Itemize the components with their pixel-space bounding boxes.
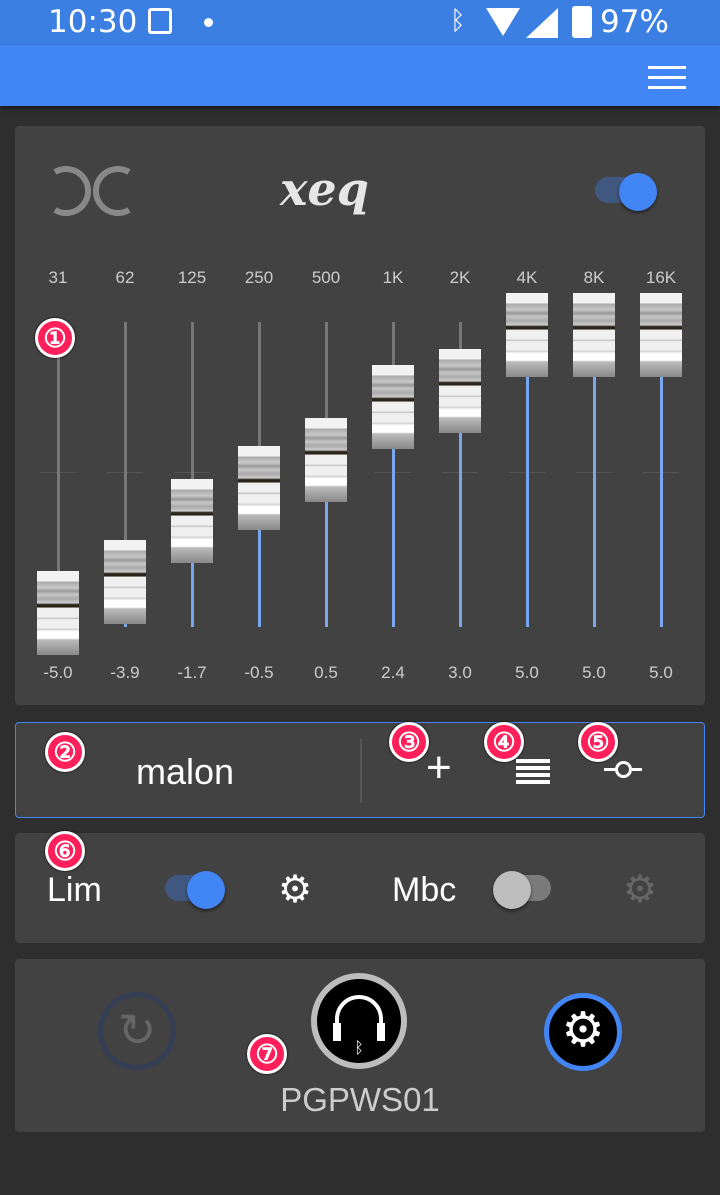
- band-freq-label: 8K: [583, 268, 605, 287]
- slider-track[interactable]: [392, 322, 395, 366]
- annotation-marker: ④: [484, 722, 524, 762]
- status-bar: 10:30 ᛒ 97%: [0, 0, 720, 45]
- add-preset-icon[interactable]: +: [426, 743, 452, 792]
- annotation-marker: ⑥: [45, 831, 85, 871]
- band-gain-value: -0.5: [244, 663, 274, 682]
- preset-list-icon[interactable]: [516, 759, 550, 784]
- wifi-icon: [486, 8, 520, 36]
- annotation-marker: ①: [35, 318, 75, 358]
- band-gain-value: -5.0: [43, 663, 73, 682]
- limiter-settings-icon[interactable]: ⚙: [278, 869, 313, 911]
- slider-track[interactable]: [57, 322, 60, 571]
- dc-logo-icon: [53, 166, 131, 216]
- band-gain-value: 5.0: [582, 663, 606, 682]
- xeq-logo: xeq: [280, 162, 369, 216]
- slider-track-active[interactable]: [392, 449, 395, 627]
- status-time: 10:30: [48, 4, 138, 40]
- app-bar: [0, 45, 720, 106]
- device-settings-icon[interactable]: ⚙: [544, 993, 622, 1071]
- band-slider-thumb[interactable]: [37, 571, 79, 655]
- limiter-label: Lim: [47, 871, 102, 909]
- preset-name[interactable]: malon: [136, 751, 235, 792]
- band-slider-thumb[interactable]: [171, 479, 213, 564]
- band-gain-value: 0.5: [314, 663, 338, 682]
- band-freq-label: 4K: [516, 268, 538, 287]
- slider-track-active[interactable]: [258, 529, 261, 627]
- slider-track-active[interactable]: [124, 624, 127, 627]
- band-freq-label: 31: [48, 268, 68, 287]
- band-slider-thumb[interactable]: [305, 418, 347, 503]
- svg-text:ᛒ: ᛒ: [354, 1040, 364, 1057]
- band-slider-thumb[interactable]: [104, 540, 146, 625]
- slider-track-active[interactable]: [593, 377, 596, 627]
- band-gain-value: 2.4: [381, 663, 405, 682]
- band-gain-value: -3.9: [110, 663, 140, 682]
- hamburger-menu-icon[interactable]: [648, 66, 686, 89]
- battery-icon: [572, 6, 592, 38]
- band-gain-value: 5.0: [515, 663, 539, 682]
- battery-percent: 97%: [600, 4, 669, 40]
- device-card: ↻ ᛒ ⚙ PGPWS01: [15, 959, 705, 1132]
- mbc-toggle[interactable]: [493, 871, 555, 909]
- effects-card: Lim ⚙ Mbc ⚙: [15, 833, 705, 943]
- eq-enable-toggle[interactable]: [595, 173, 657, 211]
- reset-icon[interactable]: ↻: [98, 992, 176, 1070]
- band-slider-thumb[interactable]: [506, 293, 548, 377]
- device-name: PGPWS01: [280, 1081, 440, 1118]
- limiter-toggle[interactable]: [165, 871, 225, 909]
- band-freq-label: 1K: [382, 268, 404, 287]
- annotation-marker: ⑦: [247, 1034, 287, 1074]
- band-freq-label: 125: [177, 268, 207, 287]
- band-slider-thumb[interactable]: [439, 348, 481, 433]
- band-gain-value: 3.0: [448, 663, 472, 682]
- band-freq-label: 250: [244, 268, 274, 287]
- mbc-settings-icon[interactable]: ⚙: [623, 869, 658, 911]
- divider: [360, 739, 362, 803]
- headphones-bluetooth-icon[interactable]: ᛒ: [311, 973, 407, 1069]
- annotation-marker: ②: [45, 732, 85, 772]
- slider-track-active[interactable]: [459, 432, 462, 627]
- band-freq-label: 16K: [645, 268, 677, 287]
- slider-track-active[interactable]: [660, 377, 663, 627]
- mbc-label: Mbc: [392, 871, 457, 909]
- annotation-marker: ③: [389, 722, 429, 762]
- band-gain-value: -1.7: [177, 663, 207, 682]
- slider-track-active[interactable]: [191, 563, 194, 627]
- annotation-marker: ⑤: [578, 722, 618, 762]
- notification-dot-icon: [204, 18, 213, 27]
- bluetooth-icon: ᛒ: [450, 6, 466, 36]
- band-gain-value: 5.0: [649, 663, 673, 682]
- screenshot-notification-icon: [148, 8, 172, 34]
- band-slider-thumb[interactable]: [573, 293, 615, 377]
- band-slider-thumb[interactable]: [372, 365, 414, 450]
- slider-track[interactable]: [258, 322, 261, 446]
- slider-track[interactable]: [191, 322, 194, 480]
- slider-track-active[interactable]: [325, 502, 328, 627]
- slider-track[interactable]: [459, 322, 462, 349]
- slider-track[interactable]: [124, 322, 127, 541]
- band-slider-thumb[interactable]: [238, 445, 280, 530]
- slider-track-active[interactable]: [526, 377, 529, 627]
- band-freq-label: 2K: [449, 268, 471, 287]
- cell-signal-icon: [526, 8, 558, 38]
- slider-track[interactable]: [325, 322, 328, 419]
- band-freq-label: 62: [115, 268, 135, 287]
- band-freq-label: 500: [311, 268, 341, 287]
- preset-adjust-icon[interactable]: [604, 759, 642, 781]
- band-slider-thumb[interactable]: [640, 293, 682, 377]
